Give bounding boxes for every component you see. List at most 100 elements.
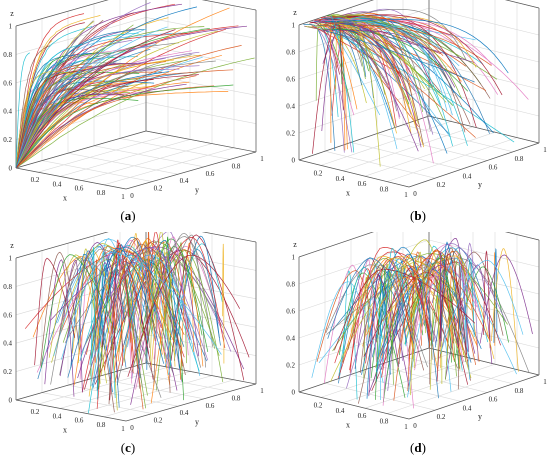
trajectory-line — [375, 263, 389, 400]
z-tick-label: 0.6 — [286, 308, 295, 316]
trajectory-line — [15, 60, 216, 169]
z-tick-label: 0.4 — [286, 103, 295, 111]
x-tick-label: 0.2 — [31, 408, 40, 416]
axis-edge — [428, 115, 540, 144]
trajectory-line — [317, 21, 463, 100]
trajectory-line — [60, 251, 222, 360]
x-tick-label: 0.8 — [97, 189, 106, 197]
trajectory-line — [15, 87, 156, 169]
trajectory-line — [330, 8, 467, 61]
trajectory-line — [329, 19, 332, 143]
y-tick-label: 0.6 — [489, 396, 498, 404]
trajectory-line — [138, 239, 153, 370]
trajectory-line — [326, 31, 475, 83]
trajectory-line — [73, 245, 175, 386]
y-axis-label: y — [195, 186, 199, 195]
z-axis-label: z — [10, 241, 14, 250]
trajectory-line — [306, 26, 367, 104]
trajectory-line — [109, 238, 150, 348]
z-axis-label: z — [293, 240, 297, 249]
axis-edge — [408, 142, 540, 188]
y-tick-label: 0.6 — [206, 402, 215, 410]
trajectory-line — [154, 232, 171, 367]
trajectory-line — [381, 275, 431, 378]
trajectory-line — [15, 17, 169, 169]
caption-letter: d — [414, 440, 422, 455]
x-tick-label: 0.2 — [31, 176, 40, 184]
trajectory-line — [51, 243, 146, 363]
x-tick-label: 0.4 — [53, 180, 62, 188]
trajectory-line — [342, 25, 492, 66]
axis-edge — [15, 362, 147, 401]
panel-d-caption: (d) — [388, 440, 448, 456]
z-tick-label: 1 — [9, 255, 13, 263]
trajectory-line — [15, 28, 145, 169]
trajectory-line — [88, 245, 159, 414]
trajectory-line — [445, 264, 493, 379]
trajectory-line — [141, 238, 209, 352]
grid-line — [298, 266, 430, 312]
y-tick-label: 0 — [413, 190, 417, 198]
x-tick-label: 0.2 — [314, 169, 323, 177]
trajectory-line — [316, 19, 410, 101]
axis-edge — [298, 232, 374, 258]
grid-line — [376, 133, 488, 161]
grid-line — [15, 17, 147, 55]
panel-c: 0 0.2 0.4 0.6 0.8 1 0.2 0.4 0.6 0.8 1 0 0.2 0.4 0.6 0.8… — [0, 232, 275, 464]
grid-line — [103, 379, 235, 418]
trajectory-line — [430, 269, 452, 363]
trajectory-line — [222, 243, 225, 364]
trajectory-line — [15, 62, 141, 169]
y-tick-label: 0.4 — [463, 404, 472, 412]
trajectory-line — [104, 239, 150, 371]
z-tick-label: 0 — [9, 165, 13, 173]
trajectory-line — [323, 29, 456, 88]
y-tick-label: 0.6 — [206, 170, 215, 178]
x-tick-label: 0.6 — [75, 185, 84, 193]
trajectory-line — [327, 257, 415, 344]
trajectory-line — [97, 250, 125, 352]
y-tick-label: 0.4 — [463, 172, 472, 180]
z-tick-label: 1 — [292, 22, 296, 30]
axis-edge — [408, 374, 540, 420]
grid-line — [386, 137, 518, 182]
trajectory-line — [15, 63, 86, 169]
axis-edge — [125, 151, 257, 190]
grid-line — [15, 0, 109, 27]
grid-line — [402, 356, 514, 385]
y-tick-label: 1 — [543, 378, 547, 386]
y-tick-label: 0.6 — [489, 164, 498, 172]
grid-line — [324, 382, 436, 411]
axis-edge — [15, 167, 127, 190]
trajectory-line — [15, 84, 234, 169]
caption-close: ) — [421, 208, 426, 223]
z-tick-label: 0.2 — [3, 136, 12, 144]
trajectory-line — [15, 29, 176, 169]
grid-line — [202, 0, 257, 11]
axis-edge — [15, 130, 147, 169]
grid-line — [59, 371, 191, 409]
trajectory-line — [179, 242, 195, 380]
panel-b-caption: (b) — [388, 208, 448, 224]
trajectory-line — [15, 43, 157, 169]
axis-edge — [15, 399, 127, 422]
grid-line — [37, 134, 169, 173]
y-tick-label: 0.8 — [515, 387, 524, 395]
trajectory-line — [319, 27, 515, 143]
y-tick-label: 0.2 — [154, 185, 163, 193]
trajectory-line — [316, 270, 378, 362]
axis-edge — [428, 347, 540, 376]
trajectory-line — [117, 241, 220, 356]
trajectory-line — [15, 32, 191, 169]
grid-line — [342, 126, 474, 172]
grid-line — [428, 61, 540, 90]
trajectory-line — [15, 78, 141, 169]
y-tick-label: 0.4 — [180, 177, 189, 185]
trajectory-line — [386, 271, 394, 385]
axis-edge — [504, 0, 540, 9]
trajectory-line — [79, 256, 103, 380]
trajectory-line — [15, 15, 101, 169]
trajectory-line — [381, 259, 403, 370]
trajectory-line — [15, 46, 149, 169]
caption-open: ( — [120, 208, 125, 223]
